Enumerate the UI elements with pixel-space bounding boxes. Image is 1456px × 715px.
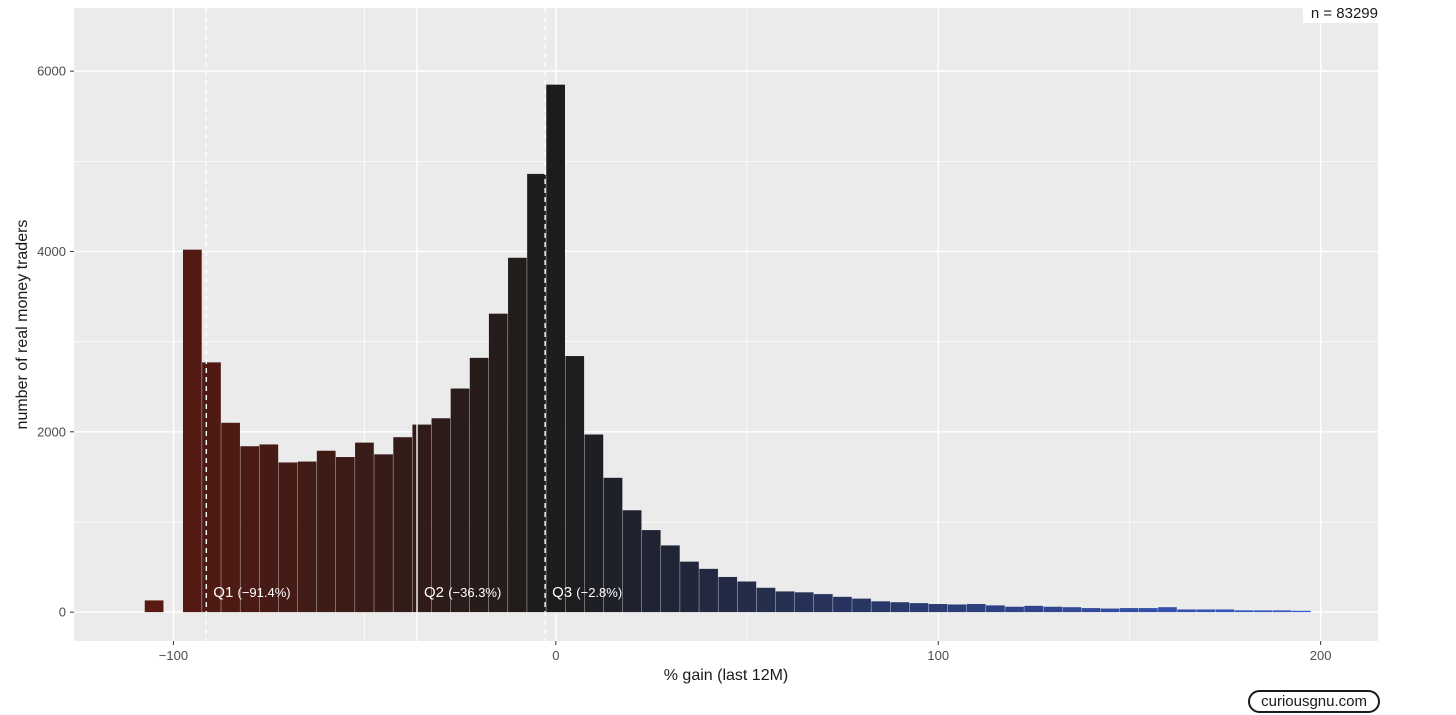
histogram-bar — [316, 450, 336, 613]
histogram-bar — [1234, 610, 1254, 613]
histogram-bar — [1253, 610, 1273, 613]
histogram-bar — [527, 173, 546, 613]
histogram-bar — [737, 581, 757, 613]
histogram-bar — [833, 596, 852, 613]
y-tick-label: 6000 — [37, 64, 66, 79]
histogram-bar — [546, 84, 565, 613]
histogram-bar — [1138, 608, 1158, 613]
x-tick-label: 100 — [927, 648, 949, 663]
quartile-lines: Q1 (−91.4%) Q2 (−36.3%) Q3 (−2.8%) — [205, 8, 622, 641]
histogram-bar — [335, 457, 355, 613]
histogram-bar — [947, 604, 967, 613]
histogram-bar — [966, 604, 986, 613]
histogram-bar — [813, 594, 833, 613]
quartile-label-q1: Q1 (−91.4%) — [213, 584, 290, 601]
histogram-bar — [928, 604, 948, 613]
histogram-bar — [450, 388, 470, 613]
y-tick-label: 2000 — [37, 424, 66, 439]
histogram-bar — [775, 591, 795, 613]
histogram-bar — [393, 437, 413, 613]
histogram-bar — [565, 356, 585, 613]
histogram-bar — [355, 442, 374, 613]
histogram-bar — [1119, 608, 1139, 613]
histogram-bar — [641, 530, 661, 613]
histogram-bar — [756, 587, 776, 613]
histogram-bar — [871, 601, 891, 613]
histogram-bar — [1291, 610, 1311, 613]
histogram-bar — [488, 313, 508, 613]
histogram-bar — [909, 603, 929, 613]
histogram-bar — [1196, 609, 1216, 613]
x-tick-label: 200 — [1310, 648, 1332, 663]
histogram-bar — [1272, 610, 1292, 613]
x-axis-title: % gain (last 12M) — [664, 667, 789, 684]
histogram-bar — [240, 446, 260, 613]
histogram-bar — [202, 362, 221, 613]
histogram-bar — [469, 357, 489, 613]
quartile-value: (−2.8%) — [576, 585, 622, 600]
y-tick-label: 0 — [59, 605, 66, 620]
histogram-bar — [182, 249, 202, 613]
histogram-bar — [144, 600, 164, 613]
histogram-bar — [259, 444, 279, 613]
histogram-bar — [890, 602, 910, 613]
quartile-value: (−91.4%) — [237, 585, 290, 600]
histogram-bar — [278, 462, 298, 613]
histogram-bar — [603, 477, 623, 613]
quartile-label-q2: Q2 (−36.3%) — [424, 584, 501, 601]
brand-watermark: curiousgnu.com — [1248, 690, 1380, 713]
y-axis-title: number of real money traders — [14, 220, 31, 430]
histogram-bar — [1005, 606, 1024, 613]
histogram-bar — [660, 545, 680, 613]
quartile-label-q3: Q3 (−2.8%) — [552, 584, 622, 601]
x-tick-label: −100 — [159, 648, 188, 663]
histogram-bar — [852, 598, 871, 613]
histogram-bar — [431, 418, 451, 613]
quartile-value: (−36.3%) — [448, 585, 501, 600]
histogram-bar — [718, 576, 738, 613]
histogram-bar — [986, 605, 1005, 613]
histogram-bar — [1081, 608, 1101, 613]
histogram-bar — [1215, 609, 1235, 613]
sample-size-badge: n = 83299 — [1302, 4, 1386, 23]
histogram-bar — [622, 510, 642, 613]
histogram-bar — [1100, 608, 1120, 613]
histogram-bar — [699, 568, 718, 613]
histogram-bar — [221, 422, 240, 613]
histogram-bar — [1158, 607, 1177, 613]
histogram-bar — [374, 454, 393, 613]
histogram-bar — [508, 257, 527, 613]
histogram-bar — [584, 434, 604, 613]
histogram-bar — [297, 461, 317, 613]
y-tick-label: 4000 — [37, 244, 66, 259]
histogram-bar — [1177, 609, 1196, 613]
histogram-bar — [794, 592, 814, 613]
histogram-bar — [1043, 606, 1063, 613]
histogram-bar — [1062, 607, 1082, 613]
histogram-bar — [680, 561, 699, 613]
histogram-bar — [1024, 605, 1043, 613]
x-tick-label: 0 — [552, 648, 559, 663]
